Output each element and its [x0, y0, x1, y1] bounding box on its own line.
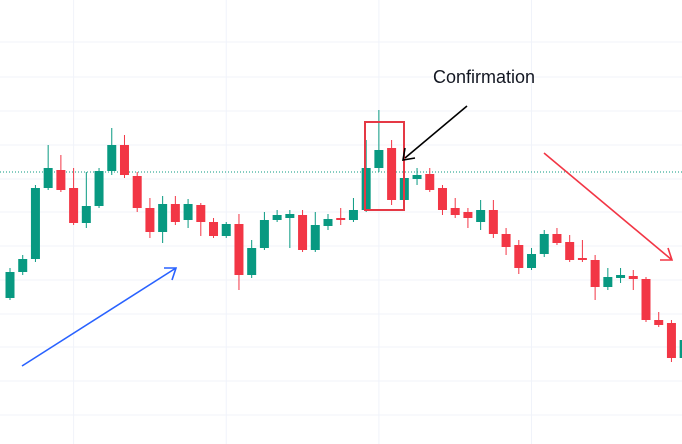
candle-body	[590, 260, 600, 287]
candle-body	[221, 224, 231, 236]
candle-body	[310, 225, 320, 250]
candle-body	[43, 168, 53, 188]
candle-body	[577, 258, 587, 260]
candle-body	[107, 145, 117, 171]
candle-body	[170, 204, 180, 222]
annotation-text: Confirmation	[433, 67, 535, 87]
candle-body	[298, 215, 308, 250]
candle-body	[603, 277, 613, 287]
candle-body	[348, 210, 358, 220]
candle-body	[30, 188, 40, 259]
candle-body	[565, 242, 575, 260]
candle-body	[501, 234, 511, 247]
candle-body	[412, 175, 422, 179]
uptrend-arrow	[21, 267, 177, 367]
candle-body	[119, 145, 129, 175]
candle-body	[527, 254, 537, 268]
downtrend-arrow	[543, 152, 673, 261]
highlight-box	[364, 121, 405, 211]
candle-body	[628, 276, 638, 279]
candle-body	[641, 279, 651, 320]
uptrend-arrowhead	[164, 267, 178, 281]
candle-body	[552, 234, 562, 243]
candle-body	[81, 206, 91, 223]
candle-body	[437, 188, 447, 210]
candle-body	[387, 148, 397, 200]
candle-body	[145, 208, 155, 232]
candle-body	[259, 220, 269, 248]
candle-body	[616, 275, 626, 278]
candle-body	[654, 320, 664, 325]
candle-body	[5, 272, 15, 298]
candle-body	[514, 245, 524, 268]
candle-body	[272, 215, 282, 220]
candle-body	[336, 218, 346, 220]
candle-body	[132, 176, 142, 208]
confirmation-arrow	[404, 105, 468, 159]
candle-body	[69, 188, 79, 223]
candle-body	[158, 204, 168, 232]
candle-body	[374, 150, 384, 168]
candle-body	[450, 208, 460, 215]
candle-body	[323, 219, 333, 226]
confirmation-arrowhead	[402, 147, 416, 161]
candle-body	[285, 214, 295, 218]
candle-body	[196, 205, 206, 222]
downtrend-arrowhead	[660, 247, 674, 261]
candle-body	[476, 210, 486, 222]
candle-body	[183, 204, 193, 220]
candle-body	[18, 259, 28, 272]
candle-body	[247, 248, 257, 275]
candle-body	[488, 210, 498, 234]
candle-body	[679, 340, 682, 358]
candle-body	[209, 222, 219, 236]
candle-body	[361, 168, 371, 210]
candle-body	[666, 323, 676, 358]
candle-body	[539, 234, 549, 254]
candle-body	[463, 212, 473, 218]
candle-body	[425, 174, 435, 190]
candle-body	[56, 170, 66, 190]
candle-body	[234, 224, 244, 275]
candle-body	[94, 171, 104, 206]
